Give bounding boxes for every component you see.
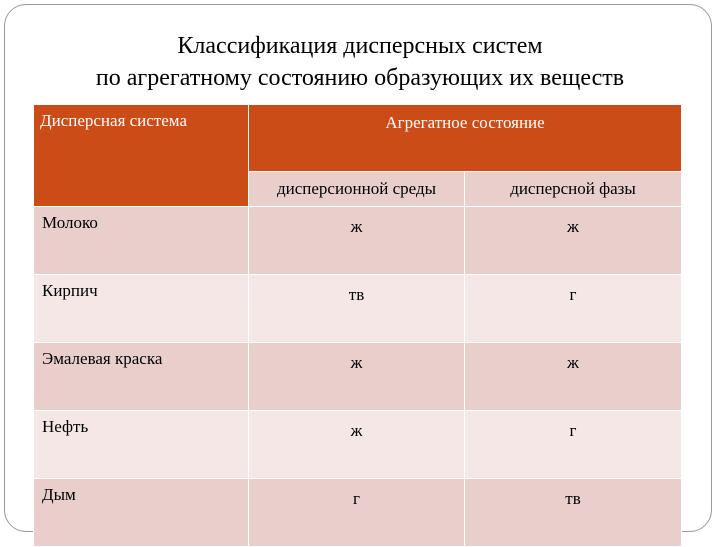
header-aggregate-state: Агрегатное состояние xyxy=(247,104,683,172)
cell-phase: г xyxy=(463,410,683,479)
header-dispersed-system: Дисперсная система xyxy=(33,104,249,207)
cell-medium: ж xyxy=(248,342,465,411)
cell-system: Дым xyxy=(33,478,249,547)
table-row: Эмалевая краска ж ж xyxy=(33,342,683,411)
table-row: Дым г тв xyxy=(33,478,683,547)
cell-medium: ж xyxy=(248,410,465,479)
cell-medium: г xyxy=(248,478,465,547)
cell-medium: тв xyxy=(248,274,465,343)
title-line-1: Классификация дисперсных систем xyxy=(177,33,543,59)
cell-system: Нефть xyxy=(33,410,249,479)
cell-medium: ж xyxy=(248,206,465,275)
table-row: Молоко ж ж xyxy=(33,206,683,275)
subheader-medium: дисперсионной среды xyxy=(248,171,465,207)
cell-phase: ж xyxy=(463,342,683,411)
cell-phase: тв xyxy=(463,478,683,547)
cell-system: Молоко xyxy=(33,206,249,275)
cell-system: Кирпич xyxy=(33,274,249,343)
table-row: Кирпич тв г xyxy=(33,274,683,343)
cell-phase: г xyxy=(463,274,683,343)
classification-table: Дисперсная система Агрегатное состояние … xyxy=(33,104,683,547)
cell-system: Эмалевая краска xyxy=(33,342,249,411)
subheader-phase: дисперсной фазы xyxy=(463,171,683,207)
table-row: Нефть ж г xyxy=(33,410,683,479)
slide-title: Классификация дисперсных систем по агрег… xyxy=(0,30,720,94)
cell-phase: ж xyxy=(463,206,683,275)
title-line-2: по агрегатному состоянию образующих их в… xyxy=(95,65,625,91)
